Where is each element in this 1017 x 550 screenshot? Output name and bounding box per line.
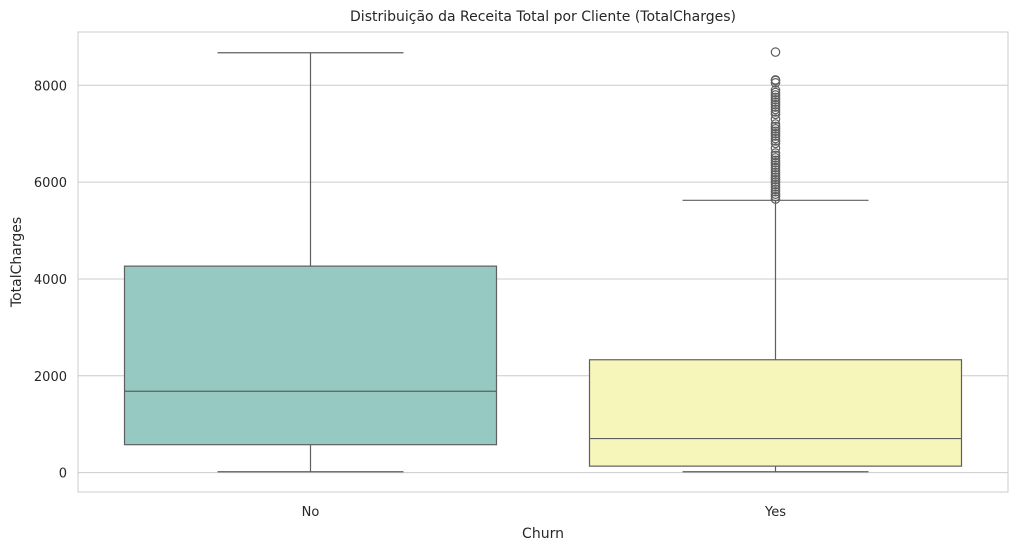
outlier-point xyxy=(771,48,779,56)
chart-title: Distribuição da Receita Total por Client… xyxy=(350,9,736,25)
y-tick-label: 8000 xyxy=(34,79,67,94)
x-tick-label: Yes xyxy=(764,505,786,520)
y-tick-label: 2000 xyxy=(34,370,67,385)
boxes xyxy=(125,48,962,472)
x-tick-labels: No Yes xyxy=(302,505,787,520)
y-tick-label: 6000 xyxy=(34,176,67,191)
box-yes xyxy=(590,48,962,472)
box-no xyxy=(125,53,497,472)
y-axis-label: TotalCharges xyxy=(9,217,25,308)
iqr-box xyxy=(590,360,962,466)
y-tick-label: 0 xyxy=(59,467,67,482)
x-tick-label: No xyxy=(302,505,320,520)
iqr-box xyxy=(125,266,497,445)
y-tick-labels: 0 2000 4000 6000 8000 xyxy=(34,79,67,481)
x-axis-label: Churn xyxy=(522,526,564,542)
y-tick-label: 4000 xyxy=(34,273,67,288)
